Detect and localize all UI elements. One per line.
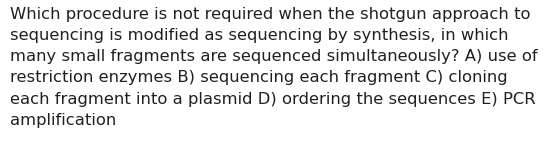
- Text: Which procedure is not required when the shotgun approach to
sequencing is modif: Which procedure is not required when the…: [10, 7, 538, 128]
